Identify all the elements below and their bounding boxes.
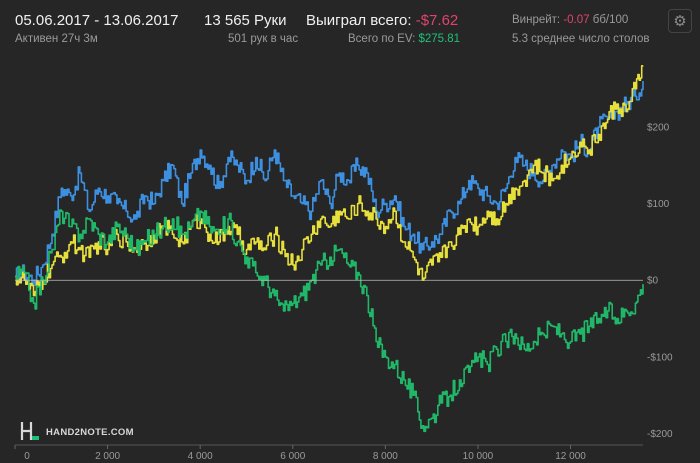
hand2note-logo-accent [32, 436, 39, 440]
winrate-value: -0.07 [563, 14, 590, 26]
x-tick-label: 6 000 [280, 451, 305, 462]
settings-button[interactable]: ⚙ [668, 9, 692, 33]
series-line-3 [15, 207, 644, 433]
date-range: 05.06.2017 - 13.06.2017 [15, 12, 179, 29]
y-tick-label: -$200 [647, 429, 673, 440]
x-tick-label: 12 000 [555, 451, 586, 462]
avg-tables: 5.3 среднее число столов [512, 33, 650, 45]
y-tick-label: $0 [647, 276, 659, 287]
ev-total: Всего по EV: $275.81 [348, 33, 460, 45]
winrate-unit: бб/100 [592, 14, 629, 26]
ev-total-value: $275.81 [418, 33, 461, 45]
x-tick-label: 10 000 [463, 451, 494, 462]
won-total: Выиграл всего: -$7.62 [306, 12, 458, 29]
hand2note-logo-icon [20, 422, 33, 440]
series-line-1 [15, 81, 644, 286]
stats-header: 05.06.2017 - 13.06.2017 Активен 27ч 3м 1… [0, 0, 700, 52]
active-time: Активен 27ч 3м [15, 33, 98, 45]
ev-total-label: Всего по EV: [348, 33, 416, 45]
x-tick-label: 2 000 [95, 451, 120, 462]
series-layer [15, 65, 644, 433]
winrate-label: Винрейт: [512, 14, 561, 26]
series-line-2 [15, 65, 644, 297]
winrate: Винрейт: -0.07 бб/100 [512, 14, 628, 26]
x-tick-label: 8 000 [373, 451, 398, 462]
y-tick-label: $200 [647, 122, 670, 133]
y-tick-label: -$100 [647, 352, 673, 363]
hands-count: 13 565 Руки [204, 12, 287, 29]
gear-icon: ⚙ [673, 12, 687, 30]
won-total-label: Выиграл всего: [306, 12, 412, 29]
y-axis-labels: $200 $100 $0 -$100 -$200 [647, 122, 673, 440]
y-tick-label: $100 [647, 199, 670, 210]
won-total-value: -$7.62 [415, 12, 459, 29]
x-axis-labels: 0 2 000 4 000 6 000 8 000 10 000 12 000 [14, 445, 586, 462]
hand2note-logo-text: HAND2NOTE.COM [46, 427, 134, 438]
x-tick-label: 0 [24, 451, 30, 462]
x-tick-label: 4 000 [188, 451, 213, 462]
hand2note-logo: HAND2NOTE.COM [20, 422, 134, 440]
hands-per-hour: 501 рук в час [228, 33, 299, 45]
